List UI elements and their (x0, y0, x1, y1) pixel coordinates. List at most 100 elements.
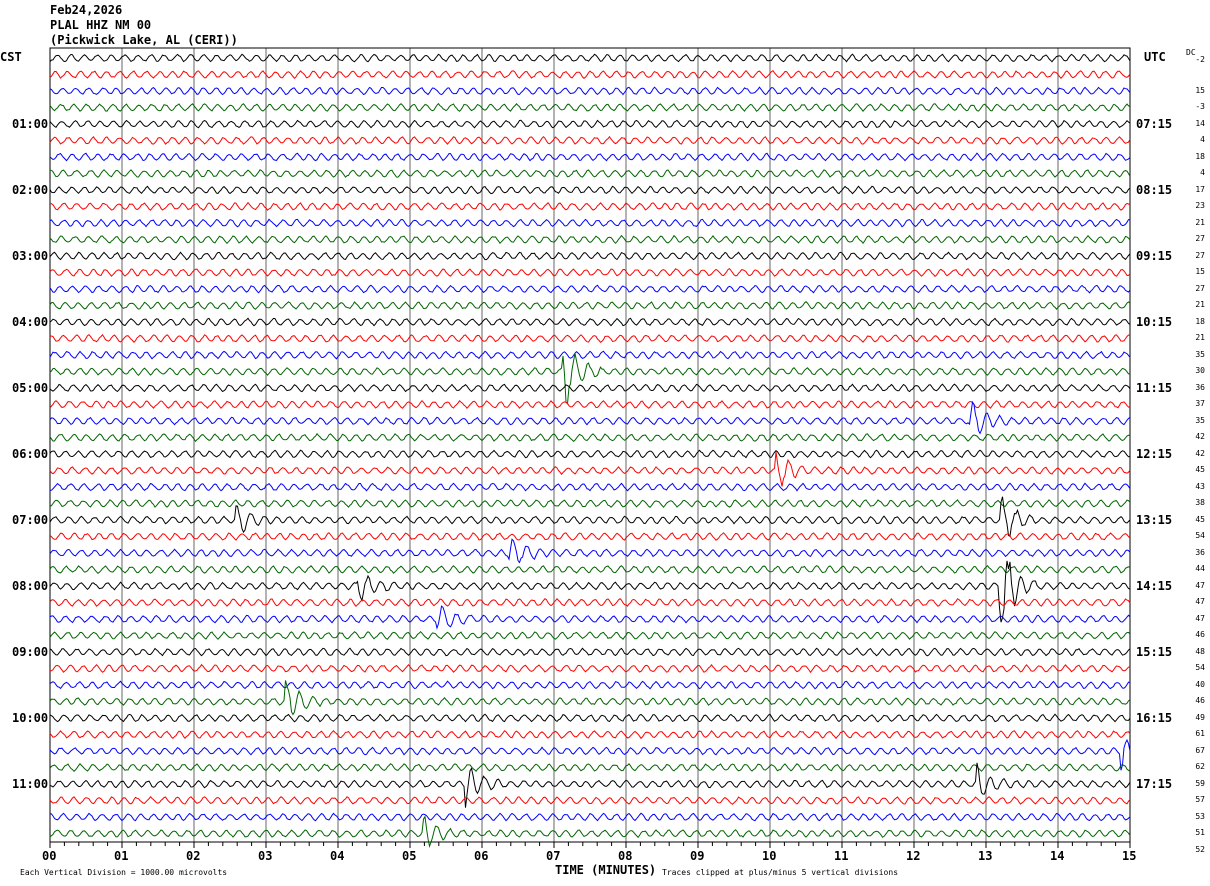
dc-offset: 18 (1195, 151, 1205, 161)
trace-row-35 (49, 630, 1131, 640)
dc-offset: -3 (1195, 102, 1205, 111)
trace-row-7 (49, 169, 1131, 179)
trace-row-38 (49, 680, 1131, 690)
left-hour-label: 09:00 (12, 645, 49, 659)
trace-row-26 (49, 482, 1131, 492)
trace-row-40 (49, 713, 1131, 723)
dc-offset: 46 (1195, 696, 1205, 705)
dc-offset: 38 (1195, 498, 1205, 507)
right-hour-label: 14:15 (1136, 579, 1173, 593)
trace-row-12 (49, 251, 1131, 261)
dc-offset: 27 (1195, 250, 1205, 260)
left-hour-label: 03:00 (12, 249, 49, 263)
trace-row-10 (49, 218, 1131, 228)
plot-frame (49, 47, 1131, 843)
trace-row-21 (49, 399, 1131, 409)
dc-offset: 42 (1195, 432, 1205, 441)
dc-offset: 36 (1195, 382, 1205, 392)
dc-offset: 21 (1195, 300, 1205, 309)
dc-offset: 4 (1200, 168, 1205, 177)
trace-row-20 (49, 383, 1131, 393)
trace-row-17 (49, 333, 1131, 343)
dc-offset: 37 (1195, 399, 1205, 408)
dc-offset: 30 (1195, 366, 1205, 375)
dc-offset: 21 (1195, 333, 1205, 342)
dc-offset: 15 (1195, 85, 1205, 95)
trace-row-30 (49, 538, 1131, 564)
trace-row-15 (49, 301, 1131, 311)
right-timezone: UTC (1144, 50, 1166, 64)
x-tick-label: 06 (474, 849, 489, 863)
dc-offset: 18 (1195, 316, 1205, 326)
x-tick-label: 02 (186, 849, 201, 863)
dc-offset: 40 (1195, 679, 1205, 689)
date-title: Feb24,2026 (50, 3, 123, 17)
trace-row-11 (49, 234, 1131, 245)
trace-row-45 (49, 796, 1131, 805)
dc-offset: 59 (1195, 778, 1205, 788)
trace-row-33 (49, 597, 1131, 607)
dc-label: DC (1186, 48, 1196, 57)
dc-offset: 67 (1195, 745, 1205, 755)
dc-offset: 4 (1200, 135, 1205, 144)
x-tick-label: 09 (690, 849, 705, 863)
x-tick-label: 11 (834, 849, 849, 863)
dc-offset: 47 (1195, 613, 1205, 623)
right-hour-label: 15:15 (1136, 645, 1173, 659)
trace-row-8 (49, 185, 1131, 195)
dc-offset: 51 (1195, 828, 1205, 837)
trace-row-16 (49, 317, 1131, 327)
dc-offset: 44 (1195, 564, 1205, 573)
station-title: PLAL HHZ NM 00 (50, 18, 152, 32)
dc-offset: 52 (1195, 844, 1205, 854)
trace-row-27 (49, 499, 1131, 508)
dc-offset: 17 (1195, 184, 1205, 194)
left-timezone: CST (0, 50, 22, 64)
dc-offset: 27 (1195, 234, 1205, 243)
dc-offset: 42 (1195, 448, 1205, 458)
right-hour-label: 09:15 (1136, 249, 1173, 263)
left-hour-label: 10:00 (12, 711, 49, 725)
left-hour-label: 06:00 (12, 447, 49, 461)
dc-offset: 53 (1195, 811, 1205, 821)
dc-offset: 48 (1195, 646, 1205, 656)
location-title: (Pickwick Lake, AL (CERI)) (50, 33, 238, 47)
dc-offset: 45 (1195, 465, 1205, 474)
dc-offset: 45 (1195, 514, 1205, 524)
x-tick-label: 07 (546, 849, 561, 863)
trace-row-41 (49, 729, 1131, 740)
dc-offset: 21 (1195, 217, 1205, 227)
trace-row-29 (49, 532, 1131, 541)
x-tick-label: 05 (402, 849, 417, 863)
dc-offset: 47 (1195, 580, 1205, 590)
trace-row-44 (49, 762, 1131, 808)
trace-row-22 (49, 400, 1131, 435)
x-tick-label: 15 (1122, 849, 1137, 863)
trace-row-36 (49, 647, 1131, 657)
trace-row-6 (49, 152, 1131, 162)
dc-offset: 14 (1195, 118, 1205, 128)
dc-offset: 49 (1195, 712, 1205, 722)
x-axis-label: TIME (MINUTES) (555, 863, 657, 877)
left-hour-label: 11:00 (12, 777, 49, 791)
trace-row-3 (49, 102, 1131, 113)
trace-row-5 (49, 135, 1131, 145)
clip-note: Traces clipped at plus/minus 5 vertical … (662, 868, 899, 877)
dc-offset: 54 (1195, 531, 1205, 540)
left-hour-label: 01:00 (12, 117, 49, 131)
dc-offset: 27 (1195, 283, 1205, 293)
trace-row-23 (49, 432, 1131, 443)
x-tick-label: 13 (978, 849, 993, 863)
trace-row-9 (49, 201, 1131, 211)
dc-offset: 43 (1195, 481, 1205, 491)
dc-offset: 36 (1195, 547, 1205, 557)
right-hour-label: 12:15 (1136, 447, 1173, 461)
dc-offset: 47 (1195, 597, 1205, 606)
x-tick-label: 01 (114, 849, 129, 863)
right-hour-label: 16:15 (1136, 711, 1173, 725)
x-tick-label: 04 (330, 849, 345, 863)
trace-row-39 (49, 680, 1131, 716)
trace-row-37 (50, 663, 1131, 674)
trace-row-1 (49, 69, 1131, 80)
